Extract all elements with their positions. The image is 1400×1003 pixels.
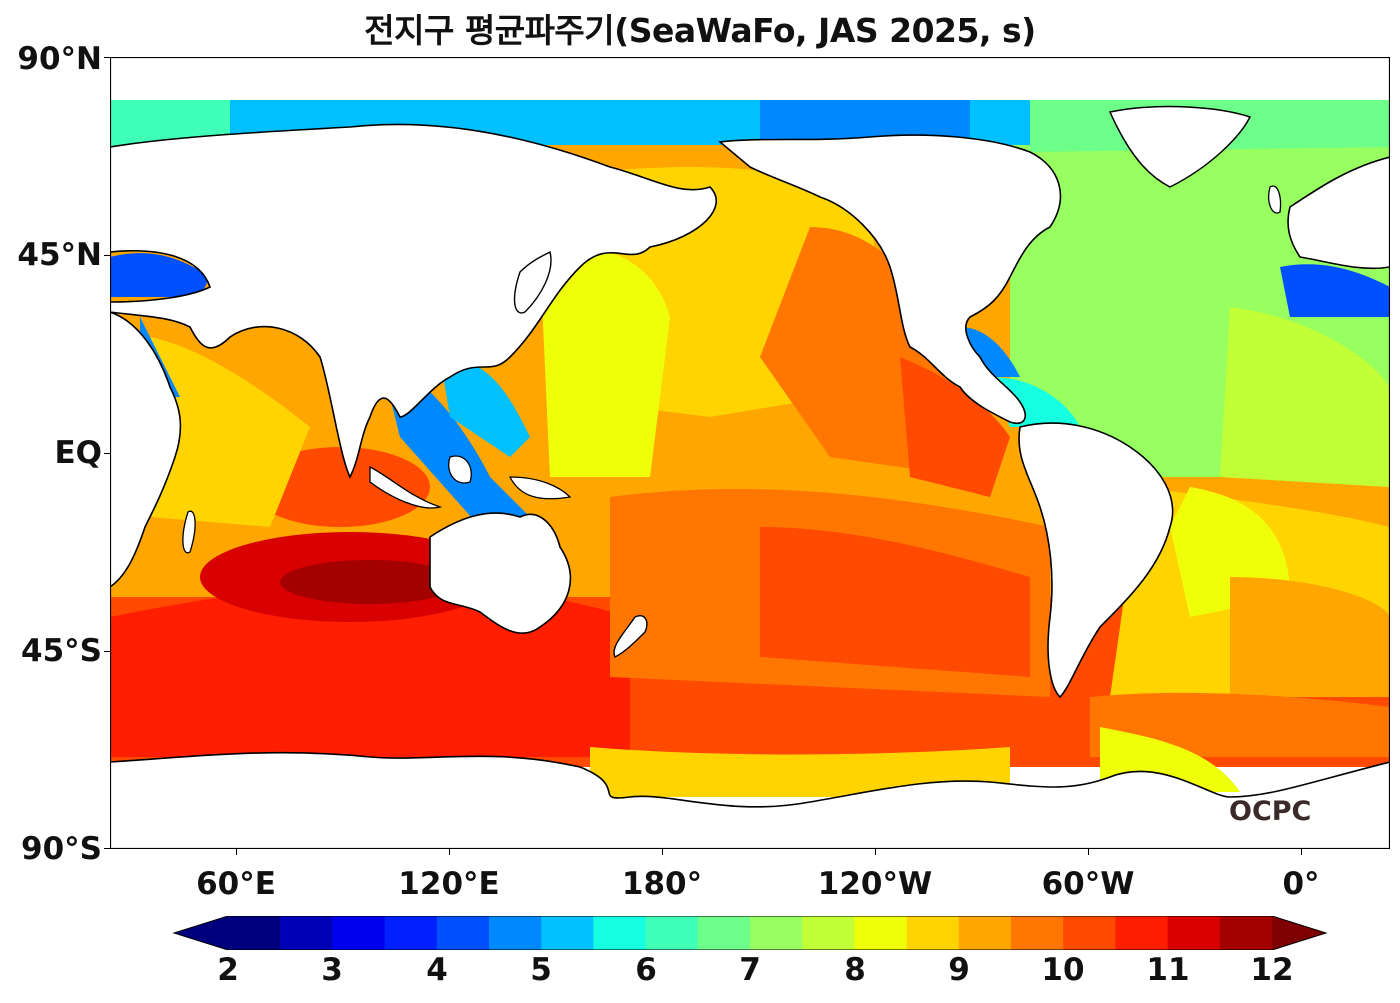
- y-tick-label-90s: 90°S: [21, 831, 102, 867]
- colorbar-segment: [541, 916, 594, 950]
- y-tick-eq: [104, 453, 110, 454]
- colorbar-label-2: 2: [217, 952, 239, 988]
- x-tick-label-120w: 120°W: [817, 866, 933, 902]
- colorbar-label-9: 9: [948, 952, 970, 988]
- colorbar-label-11: 11: [1146, 952, 1190, 988]
- colorbar-segment: [384, 916, 438, 950]
- colorbar-segment: [645, 916, 699, 950]
- y-tick-45n: [104, 255, 110, 256]
- colorbar-segment: [436, 916, 490, 950]
- x-tick-120w: [875, 849, 876, 855]
- map-frame: [110, 57, 1390, 849]
- new-zealand-land: [613, 615, 648, 658]
- y-tick-label-90n: 90°N: [17, 41, 102, 77]
- x-tick-label-60e: 60°E: [196, 866, 276, 902]
- x-tick-60w: [1088, 849, 1089, 855]
- ocean-field: [110, 100, 1390, 797]
- colorbar-segment: [1063, 916, 1116, 950]
- colorbar-segment: [802, 916, 855, 950]
- greenland-land: [1108, 105, 1252, 188]
- uk-land: [1268, 185, 1282, 214]
- colorbar: [172, 916, 1328, 950]
- x-tick-label-0: 0°: [1282, 866, 1320, 902]
- colorbar-segment: [1115, 916, 1169, 950]
- colorbar-label-6: 6: [635, 952, 657, 988]
- antarctica-land: [110, 751, 1390, 849]
- y-tick-label-45n: 45°N: [17, 237, 102, 273]
- colorbar-label-4: 4: [426, 952, 448, 988]
- colorbar-segment: [332, 916, 386, 950]
- map-title: 전지구 평균파주기(SeaWaFo, JAS 2025, s): [364, 11, 1036, 50]
- colorbar-label-10: 10: [1041, 952, 1085, 988]
- australia-land: [429, 512, 572, 634]
- colorbar-over-extension: [1272, 916, 1326, 950]
- south-america-land: [1018, 422, 1174, 699]
- colorbar-segment: [854, 916, 908, 950]
- y-tick-label-eq: EQ: [54, 435, 102, 471]
- x-tick-label-180: 180°: [621, 866, 703, 902]
- x-tick-label-120e: 120°E: [398, 866, 500, 902]
- x-tick-120e: [449, 849, 450, 855]
- ocpc-logo: OCPC: [1229, 796, 1312, 827]
- north-america-land: [718, 134, 1062, 424]
- colorbar-segment: [750, 916, 803, 950]
- wave-period-map: [110, 57, 1390, 849]
- colorbar-segment: [228, 916, 281, 950]
- x-tick-180: [662, 849, 663, 855]
- africa-land: [110, 311, 182, 588]
- x-tick-60e: [236, 849, 237, 855]
- y-tick-90s: [104, 848, 110, 849]
- colorbar-outline: [172, 916, 1328, 950]
- y-tick-90n: [104, 57, 110, 58]
- colorbar-segment: [1219, 916, 1273, 950]
- x-tick-label-60w: 60°W: [1041, 866, 1135, 902]
- colorbar-segment: [280, 916, 333, 950]
- colorbar-label-5: 5: [530, 952, 552, 988]
- colorbar-label-7: 7: [739, 952, 761, 988]
- indonesia-land: [369, 455, 572, 509]
- colorbar-segment: [906, 916, 960, 950]
- japan-land: [513, 250, 552, 314]
- madagascar-land: [182, 510, 196, 554]
- colorbar-segment: [489, 916, 542, 950]
- europe-land: [1287, 156, 1390, 270]
- eurasia-land: [110, 123, 717, 479]
- colorbar-segment: [1167, 916, 1221, 950]
- colorbar-under-extension: [174, 916, 228, 950]
- colorbar-label-3: 3: [321, 952, 343, 988]
- y-tick-45s: [104, 651, 110, 652]
- colorbar-segment: [958, 916, 1012, 950]
- x-tick-0: [1301, 849, 1302, 855]
- colorbar-label-12: 12: [1250, 952, 1294, 988]
- colorbar-segment: [697, 916, 751, 950]
- y-tick-label-45s: 45°S: [21, 633, 102, 669]
- colorbar-segment: [593, 916, 647, 950]
- colorbar-label-8: 8: [844, 952, 866, 988]
- colorbar-segment: [1011, 916, 1064, 950]
